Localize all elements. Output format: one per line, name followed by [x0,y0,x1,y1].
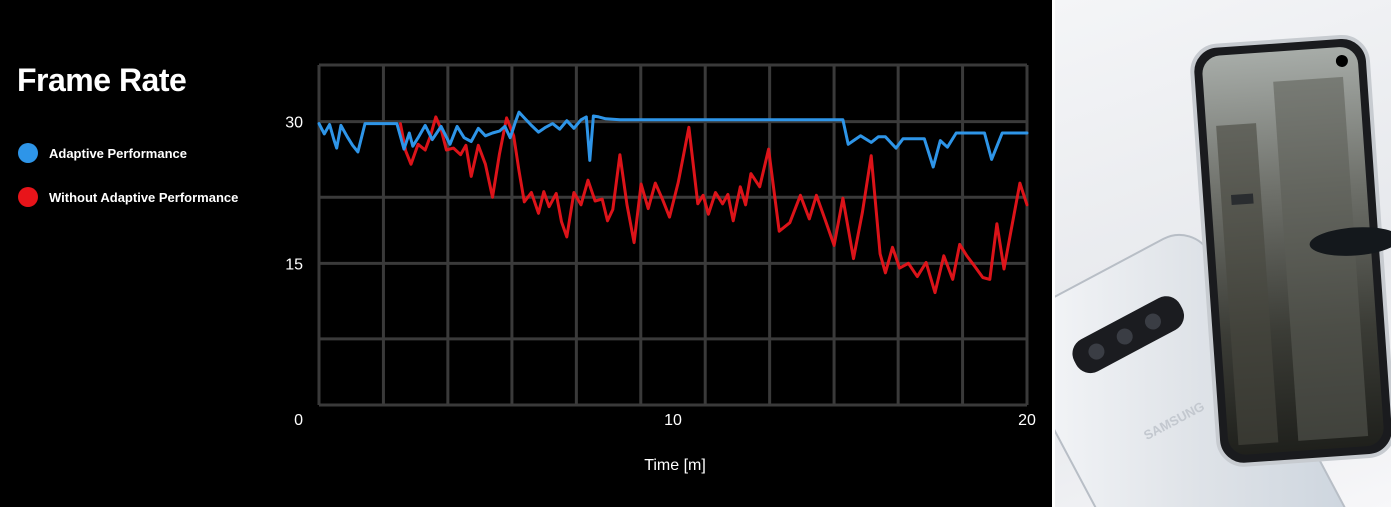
chart-title: Frame Rate [17,62,187,98]
x-tick-label: 10 [664,412,682,429]
phone-front [1190,34,1391,467]
series-line-adaptive [317,110,1029,169]
series-layer [317,110,1029,295]
y-tick-label: 30 [285,115,303,132]
y-tick-label: 15 [285,256,303,273]
y-tick-label: 0 [294,412,303,429]
x-tick-label: 20 [1018,412,1036,429]
phone-photo: SAMSUNG [1055,0,1391,507]
legend-dot-adaptive [18,143,38,163]
legend-item-adaptive: Adaptive Performance [18,143,187,163]
phone-illustration: SAMSUNG [1055,34,1391,507]
legend-dot-without-adaptive [18,187,38,207]
line-chart: 0 15 30 10 20 Time [m] [285,63,1036,474]
x-axis-label: Time [m] [644,457,706,474]
legend-label-adaptive: Adaptive Performance [49,145,187,161]
chart-panel: Frame Rate Adaptive Performance Without … [0,0,1052,507]
tick-labels: 0 15 30 10 20 [285,115,1036,429]
legend-label-without-adaptive: Without Adaptive Performance [49,189,239,205]
series-line-without-adaptive [398,115,1029,295]
grid [317,63,1029,407]
legend-item-without-adaptive: Without Adaptive Performance [18,187,238,207]
